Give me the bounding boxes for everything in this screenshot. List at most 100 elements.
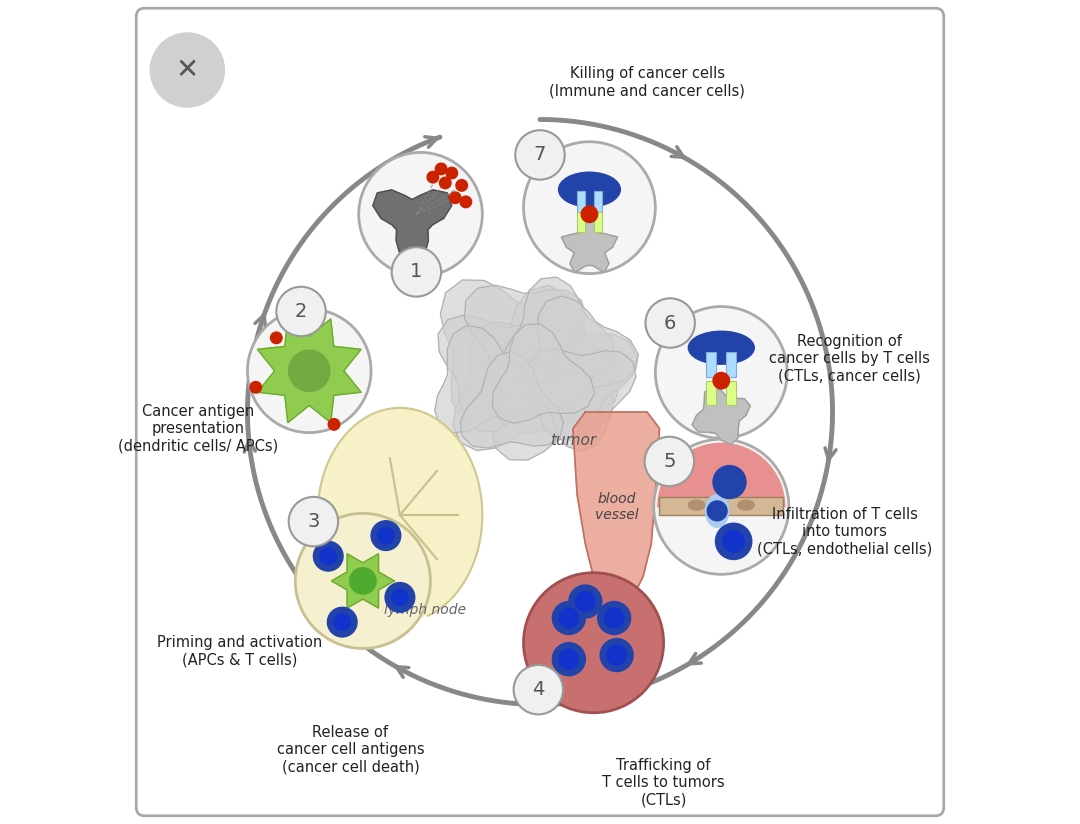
Circle shape: [247, 309, 372, 433]
FancyBboxPatch shape: [660, 497, 783, 515]
Polygon shape: [460, 351, 564, 448]
Text: Trafficking of
T cells to tumors
(CTLs): Trafficking of T cells to tumors (CTLs): [603, 758, 725, 808]
Ellipse shape: [705, 494, 729, 527]
Polygon shape: [480, 285, 620, 418]
Polygon shape: [516, 323, 637, 440]
Circle shape: [552, 643, 585, 676]
Text: 4: 4: [532, 680, 544, 700]
FancyBboxPatch shape: [706, 381, 716, 405]
Circle shape: [313, 541, 343, 571]
Polygon shape: [692, 386, 751, 444]
Wedge shape: [658, 443, 785, 507]
FancyBboxPatch shape: [594, 212, 602, 232]
Polygon shape: [531, 296, 638, 407]
Circle shape: [569, 585, 602, 618]
Polygon shape: [491, 334, 613, 460]
Circle shape: [327, 607, 357, 637]
Ellipse shape: [688, 500, 705, 510]
Circle shape: [456, 180, 468, 191]
Text: Recognition of
cancer cells by T cells
(CTLs, cancer cells): Recognition of cancer cells by T cells (…: [769, 334, 930, 383]
Text: ✕: ✕: [176, 56, 199, 84]
FancyBboxPatch shape: [726, 352, 737, 377]
Polygon shape: [332, 554, 394, 608]
Polygon shape: [373, 190, 451, 262]
Circle shape: [576, 592, 595, 611]
Text: 6: 6: [664, 313, 676, 333]
FancyBboxPatch shape: [726, 381, 737, 405]
Polygon shape: [464, 285, 586, 400]
Polygon shape: [257, 319, 361, 423]
Circle shape: [249, 382, 261, 393]
Polygon shape: [492, 324, 594, 424]
FancyBboxPatch shape: [706, 352, 716, 377]
Circle shape: [427, 171, 438, 183]
Circle shape: [392, 589, 408, 606]
FancyBboxPatch shape: [577, 212, 585, 232]
Circle shape: [350, 568, 376, 594]
Circle shape: [288, 350, 329, 391]
Polygon shape: [441, 280, 584, 428]
Text: 3: 3: [307, 512, 320, 531]
Circle shape: [150, 33, 225, 107]
Polygon shape: [562, 220, 618, 273]
Circle shape: [334, 614, 351, 630]
Text: 2: 2: [295, 302, 307, 321]
Circle shape: [524, 142, 656, 274]
Ellipse shape: [738, 500, 754, 510]
Circle shape: [449, 192, 461, 204]
Text: Killing of cancer cells
(Immune and cancer cells): Killing of cancer cells (Immune and canc…: [550, 66, 745, 99]
Polygon shape: [318, 408, 483, 620]
Circle shape: [600, 639, 633, 672]
Text: Cancer antigen
presentation
(dendritic cells/ APCs): Cancer antigen presentation (dendritic c…: [118, 404, 279, 453]
Polygon shape: [527, 349, 636, 451]
Circle shape: [288, 497, 338, 546]
Text: 5: 5: [663, 452, 676, 471]
Circle shape: [328, 419, 340, 430]
Circle shape: [295, 513, 431, 648]
Circle shape: [312, 307, 323, 319]
Text: lymph node: lymph node: [383, 603, 465, 616]
Circle shape: [605, 608, 624, 628]
Polygon shape: [573, 412, 660, 602]
Circle shape: [607, 645, 626, 665]
Ellipse shape: [688, 331, 754, 364]
Circle shape: [287, 316, 298, 327]
Circle shape: [646, 298, 694, 348]
FancyBboxPatch shape: [577, 191, 585, 212]
Circle shape: [653, 439, 788, 574]
Circle shape: [392, 247, 441, 297]
FancyBboxPatch shape: [136, 8, 944, 816]
Ellipse shape: [558, 172, 620, 207]
Circle shape: [656, 307, 787, 438]
Circle shape: [446, 167, 458, 179]
Circle shape: [460, 196, 472, 208]
Polygon shape: [504, 277, 616, 385]
Circle shape: [707, 501, 727, 521]
FancyBboxPatch shape: [594, 191, 602, 212]
Circle shape: [359, 152, 483, 276]
Polygon shape: [453, 322, 581, 451]
Polygon shape: [438, 315, 558, 432]
Circle shape: [559, 649, 579, 669]
Circle shape: [597, 602, 631, 634]
Text: 1: 1: [410, 262, 422, 282]
Polygon shape: [434, 325, 540, 433]
Circle shape: [581, 206, 597, 222]
Circle shape: [435, 163, 447, 175]
Circle shape: [716, 523, 752, 559]
Circle shape: [515, 130, 565, 180]
Text: Priming and activation
(APCs & T cells): Priming and activation (APCs & T cells): [157, 634, 322, 667]
Text: Infiltration of T cells
into tumors
(CTLs, endothelial cells): Infiltration of T cells into tumors (CTL…: [757, 507, 932, 556]
Text: 7: 7: [534, 145, 546, 165]
Circle shape: [386, 583, 415, 612]
Text: Release of
cancer cell antigens
(cancer cell death): Release of cancer cell antigens (cancer …: [276, 725, 424, 775]
Text: tumor: tumor: [550, 433, 596, 448]
Circle shape: [552, 602, 585, 634]
Circle shape: [524, 573, 663, 713]
Circle shape: [723, 531, 744, 552]
Circle shape: [713, 372, 729, 389]
Circle shape: [713, 466, 746, 499]
Circle shape: [559, 608, 579, 628]
Circle shape: [372, 521, 401, 550]
Circle shape: [276, 287, 326, 336]
